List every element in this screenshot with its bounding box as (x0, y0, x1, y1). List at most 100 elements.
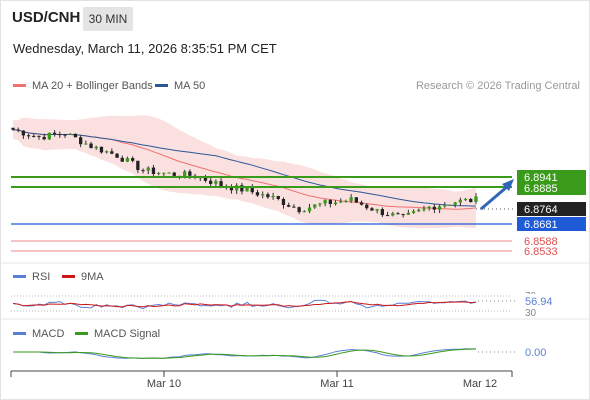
candle-body (209, 180, 213, 184)
macd-signal-line (13, 348, 477, 359)
support1-price-label: 6.8588 (524, 236, 558, 248)
timeframe-button[interactable]: 30 MIN (83, 7, 133, 31)
rsi-swatch (13, 274, 26, 278)
candle-body (375, 209, 379, 211)
candle-body (443, 204, 447, 207)
macd-legend-label: MACD (32, 328, 65, 340)
candle-body (73, 133, 78, 138)
resistance-price-label: 6.8885 (524, 183, 558, 195)
ma20-legend-label: MA 20 + Bollinger Bands (32, 80, 153, 92)
chart-header: USD/CNH 30 MIN Wednesday, March 11, 2026… (0, 0, 590, 68)
macd-swatch (13, 331, 26, 335)
macd-value-label: 0.00 (525, 347, 546, 359)
rsi-30-label: 30 (525, 308, 537, 319)
candle-body (214, 181, 218, 184)
candle-body (391, 213, 395, 216)
candle-body (250, 187, 254, 193)
macd-signal-legend-label: MACD Signal (94, 328, 161, 340)
support2-price-label: 6.8533 (524, 246, 558, 258)
candle-body (437, 206, 442, 210)
candle-body (203, 177, 208, 181)
candle-body (84, 143, 88, 145)
resistance-price-box (517, 181, 586, 195)
candle-body (448, 204, 452, 206)
candle-body (172, 172, 176, 176)
candle-body (141, 170, 145, 172)
x-axis-label-mar10: Mar 10 (147, 378, 181, 390)
ma9-swatch (62, 274, 75, 278)
candle-body (68, 133, 72, 135)
symbol-title: USD/CNH (12, 9, 81, 26)
ma50-legend-label: MA 50 (174, 80, 206, 92)
candle-body (79, 137, 83, 145)
candle-body (349, 197, 353, 201)
candle-body (302, 211, 306, 213)
candle-body (287, 205, 291, 207)
candle-body (105, 151, 109, 153)
candle-body (385, 215, 390, 217)
last-price-label: 6.8764 (524, 204, 558, 216)
candle-body (411, 211, 416, 213)
candle-body (167, 172, 171, 174)
candle-body (422, 208, 426, 210)
candle-body (427, 206, 431, 209)
candle-body (162, 172, 166, 174)
candle-body (125, 158, 130, 162)
candle-body (37, 135, 41, 137)
candle-body (32, 135, 36, 137)
candle-body (380, 209, 384, 216)
candle-body (255, 192, 260, 196)
candle-body (63, 134, 67, 136)
pivot-price-label: 6.8681 (524, 219, 558, 231)
candle-body (89, 143, 93, 149)
legend-ma20-bollinger: MA 20 + Bollinger Bands (13, 80, 153, 92)
candle-body (432, 206, 436, 210)
trend-arrow-shaft (480, 184, 509, 211)
candle-body (240, 185, 244, 192)
candle-body (313, 204, 317, 208)
candle-body (276, 196, 280, 199)
candle-body (11, 127, 15, 130)
macd-line (13, 348, 477, 359)
candle-body (401, 214, 405, 216)
candle-body (266, 194, 270, 198)
bollinger-band (13, 115, 476, 229)
ma9-legend-label: 9MA (81, 271, 104, 283)
ma50-swatch (155, 83, 168, 87)
candle-body (463, 199, 468, 200)
candle-body (146, 167, 150, 171)
target-price-box (517, 170, 586, 184)
legend-9ma: 9MA (62, 271, 104, 283)
candle-body (323, 200, 327, 204)
candle-body (183, 171, 187, 178)
candle-body (307, 207, 312, 212)
candle-body (229, 187, 234, 191)
candle-body (188, 171, 192, 176)
candle-body (453, 202, 457, 205)
chart-datetime: Wednesday, March 11, 2026 8:35:51 PM CET (13, 41, 277, 56)
candle-body (261, 194, 265, 196)
candle-body (333, 202, 338, 205)
candle-body (157, 173, 161, 174)
candle-body (94, 146, 98, 149)
candle-body (292, 206, 296, 208)
candle-body (151, 167, 156, 174)
legend-ma50: MA 50 (155, 80, 205, 92)
pivot-price-box (517, 217, 586, 231)
candle-body (136, 160, 140, 170)
candle-body (58, 134, 62, 136)
candle-body (328, 200, 332, 204)
candle-body (110, 151, 114, 154)
candle-body (21, 130, 25, 136)
candle-body (406, 212, 410, 215)
candle-body (219, 181, 223, 187)
macd-signal-swatch (75, 331, 88, 335)
rsi-line (12, 299, 477, 310)
candle-body (458, 199, 462, 203)
ma20-swatch (13, 83, 26, 87)
candle-body (42, 136, 46, 140)
candle-body (469, 199, 473, 202)
candle-body (131, 158, 135, 161)
candle-body (52, 132, 57, 135)
